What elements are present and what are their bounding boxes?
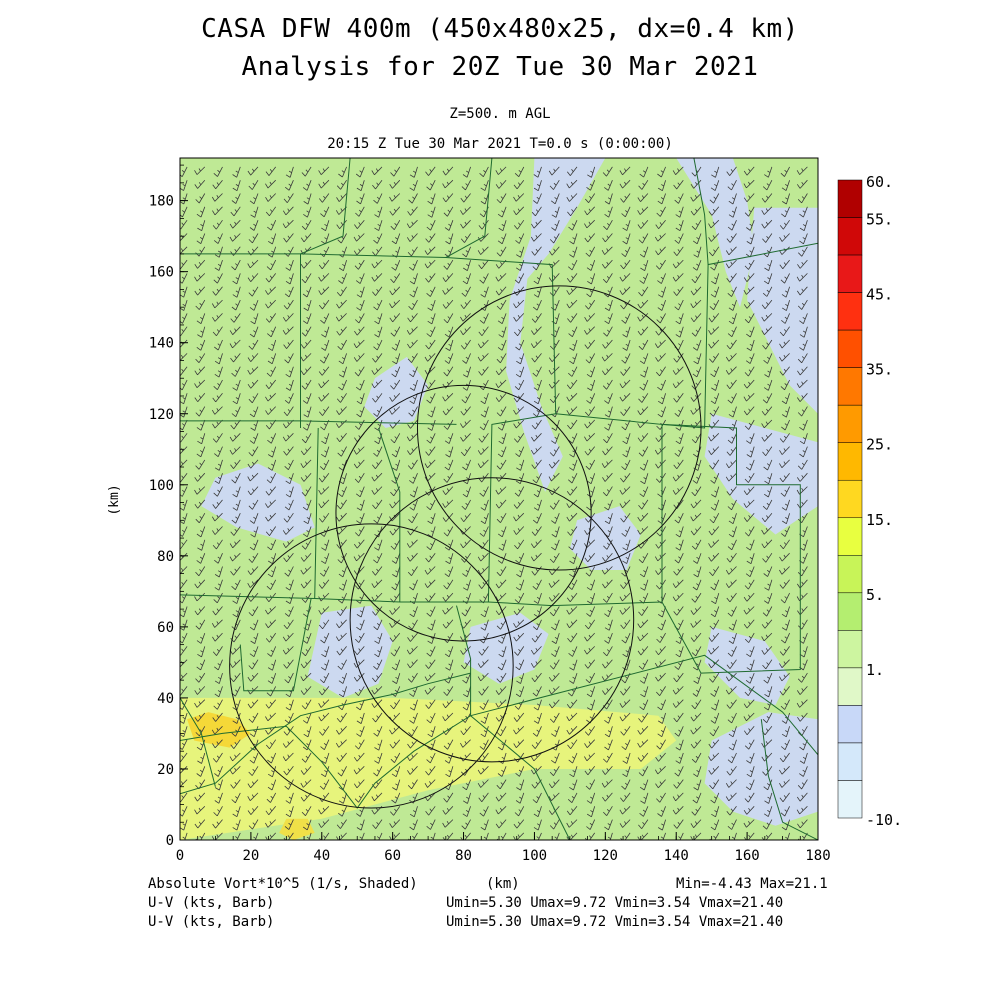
- colorbar-swatch: [837, 442, 863, 481]
- colorbar-swatch: [837, 479, 863, 519]
- colorbar-swatch: [837, 404, 863, 443]
- colorbar-swatch: [837, 667, 863, 706]
- x-tick-label: 60: [384, 848, 401, 864]
- vorticity-region-low: [506, 158, 606, 492]
- colorbar-label: 5.: [866, 586, 884, 604]
- x-tick-label: 20: [242, 848, 259, 864]
- level-label: Z=500. m AGL: [449, 106, 551, 122]
- colorbar-label: -10.: [866, 811, 902, 829]
- colorbar-swatch: [837, 292, 863, 331]
- vorticity-region-low: [704, 413, 818, 535]
- radar-ring: [349, 477, 635, 763]
- min-max-label: Min=-4.43 Max=21.1: [676, 876, 828, 892]
- vorticity-region-peak: [279, 818, 315, 840]
- x-tick-label: 100: [522, 848, 547, 864]
- vorticity-region-low: [569, 506, 641, 570]
- colorbar-swatch: [837, 329, 863, 368]
- wind-stats-2: Umin=5.30 Umax=9.72 Vmin=3.54 Vmax=21.40: [446, 914, 784, 930]
- y-tick-label: 60: [157, 620, 174, 636]
- colorbar-swatch: [837, 630, 863, 669]
- county-line: [661, 242, 818, 429]
- colorbar-swatch: [837, 555, 863, 594]
- colorbar: 60. 55. 45. 35. 25. 15. 5. 1. -10.: [837, 173, 902, 829]
- x-tick-label: 80: [455, 848, 472, 864]
- colorbar-swatch: [837, 367, 863, 406]
- radar-ring: [229, 523, 514, 809]
- radar-ring: [335, 384, 592, 642]
- wind-barbs: [180, 166, 808, 840]
- county-line: [180, 420, 457, 425]
- county-line: [314, 427, 401, 603]
- y-tick-label: 80: [157, 549, 174, 565]
- colorbar-label: 15.: [866, 511, 893, 529]
- colorbar-label: 35.: [866, 361, 893, 379]
- vorticity-region-low: [747, 207, 818, 414]
- x-tick-label: 180: [805, 848, 830, 864]
- valid-time-label: 20:15 Z Tue 30 Mar 2021 T=0.0 s (0:00:00…: [327, 136, 673, 152]
- colorbar-swatch: [837, 592, 863, 631]
- vorticity-region-low: [704, 626, 790, 705]
- county-line: [399, 413, 556, 603]
- colorbar-label: 45.: [866, 286, 893, 304]
- chart-title-line2: Analysis for 20Z Tue 30 Mar 2021: [241, 52, 759, 82]
- y-tick-label: 40: [157, 691, 174, 707]
- colorbar-swatch: [837, 217, 863, 256]
- x-tick-label: 40: [313, 848, 330, 864]
- colorbar-swatch: [837, 780, 863, 819]
- wind-label-1: U-V (kts, Barb): [148, 895, 275, 911]
- county-line: [693, 158, 709, 265]
- y-tick-label: 120: [149, 407, 174, 423]
- county-boundaries: [180, 158, 818, 840]
- radar-range-rings: [229, 285, 702, 809]
- colorbar-label: 25.: [866, 436, 893, 454]
- wind-stats-1: Umin=5.30 Umax=9.72 Vmin=3.54 Vmax=21.40: [446, 895, 784, 911]
- x-axis-label: (km): [486, 876, 520, 892]
- y-tick-label: 20: [157, 762, 174, 778]
- colorbar-swatch: [837, 254, 863, 293]
- colorbar-swatch: [837, 517, 863, 556]
- county-line: [760, 719, 818, 840]
- x-tick-label: 160: [734, 848, 759, 864]
- y-axis-label: (km): [107, 484, 122, 515]
- vorticity-region-low: [201, 463, 315, 542]
- county-line: [661, 423, 801, 674]
- colorbar-label: 55.: [866, 211, 893, 229]
- county-line: [239, 598, 312, 692]
- vorticity-region-high: [180, 697, 677, 840]
- y-tick-label: 0: [166, 833, 174, 849]
- y-tick-label: 160: [149, 265, 174, 281]
- field-label: Absolute Vort*10^5 (1/s, Shaded): [148, 876, 418, 892]
- chart-title-line1: CASA DFW 400m (450x480x25, dx=0.4 km): [201, 14, 799, 44]
- vorticity-region-low: [307, 605, 393, 698]
- colorbar-swatch: [837, 705, 863, 744]
- county-line: [456, 605, 472, 716]
- x-tick-label: 120: [593, 848, 618, 864]
- colorbar-swatch: [837, 179, 863, 218]
- radar-ring: [416, 285, 702, 571]
- plot-axes: 0 20 40 60 80 100 120 140 160 180 0 20 40 60 80 100 120 1…: [149, 164, 831, 864]
- wind-barb-grid: [180, 166, 808, 840]
- county-line: [300, 158, 351, 255]
- county-line: [180, 715, 571, 840]
- county-line: [180, 672, 471, 795]
- x-tick-label: 140: [664, 848, 689, 864]
- colorbar-label: 1.: [866, 661, 884, 679]
- y-tick-label: 100: [149, 478, 174, 494]
- y-tick-label: 180: [149, 194, 174, 210]
- county-line: [445, 158, 493, 258]
- x-tick-label: 0: [176, 848, 184, 864]
- colorbar-label: 60.: [866, 173, 893, 191]
- vorticity-region-low: [676, 158, 755, 308]
- county-line: [300, 253, 557, 414]
- y-tick-label: 140: [149, 336, 174, 352]
- colorbar-swatch: [837, 742, 863, 781]
- wind-label-2: U-V (kts, Barb): [148, 914, 275, 930]
- county-line: [180, 697, 216, 787]
- county-line: [470, 654, 818, 756]
